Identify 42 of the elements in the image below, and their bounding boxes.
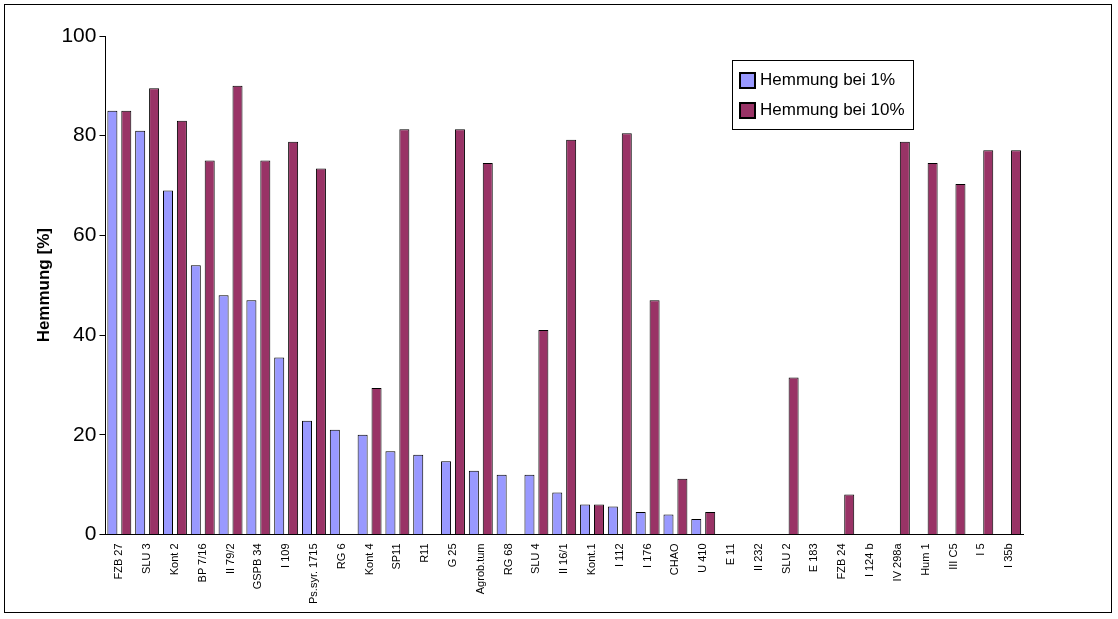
x-tick-label: SLU 2: [779, 543, 792, 575]
legend-label: Hemmung bei 1%: [760, 70, 896, 90]
x-tick-label: I 109: [279, 543, 292, 568]
x-tick-label: R11: [418, 543, 431, 563]
x-tick-label: Ps.syr. 1715: [307, 543, 320, 605]
y-tick-label: 40: [73, 321, 97, 345]
x-tick-label: I 35b: [1002, 543, 1015, 568]
x-tick-label: FZB 24: [835, 543, 848, 580]
x-tick-label: IV 298a: [890, 542, 903, 582]
x-tick-label: Kont 2: [167, 543, 180, 576]
y-tick-label: 20: [73, 421, 97, 445]
x-tick-label: E 11: [724, 543, 737, 566]
y-tick-label: 100: [61, 22, 97, 46]
x-tick-label: SP11: [390, 543, 403, 570]
x-tick-label: I 112: [612, 543, 625, 568]
x-tick-label: I 176: [640, 543, 653, 568]
x-tick-label: RG 6: [334, 543, 347, 570]
x-tick-label: II 16/1: [557, 543, 570, 575]
x-tick-label: II 232: [751, 543, 764, 571]
x-tick-label: U 410: [696, 543, 709, 573]
y-tick-label: 0: [84, 521, 97, 545]
y-axis-title: Hemmung [%]: [33, 228, 53, 343]
x-tick-label: RG 68: [501, 543, 514, 576]
x-tick-label: FZB 27: [112, 543, 125, 580]
x-tick-label: Agrob.tum: [473, 543, 486, 595]
x-tick-label: III C5: [946, 543, 959, 570]
x-tick-label: GSPB 34: [251, 543, 264, 590]
x-tick-label: Kont 4: [362, 543, 375, 576]
x-tick-label: E 183: [807, 543, 820, 573]
x-tick-label: II 79/2: [223, 543, 236, 575]
x-tick-label: CHAO: [668, 543, 681, 576]
x-tick-label: SLU 4: [529, 543, 542, 575]
y-tick-label: 60: [73, 222, 97, 246]
x-tick-label: Kont.1: [585, 543, 598, 576]
legend-label: Hemmung bei 10%: [760, 100, 905, 120]
x-tick-label: I 5: [974, 543, 987, 556]
x-tick-label: G 25: [446, 543, 459, 568]
x-tick-label: BP 7/16: [195, 543, 208, 583]
y-tick-label: 80: [73, 122, 97, 146]
x-tick-label: SLU 3: [140, 543, 153, 575]
x-tick-label: Hum 1: [918, 543, 931, 576]
x-tick-label: I 124 b: [863, 543, 876, 578]
